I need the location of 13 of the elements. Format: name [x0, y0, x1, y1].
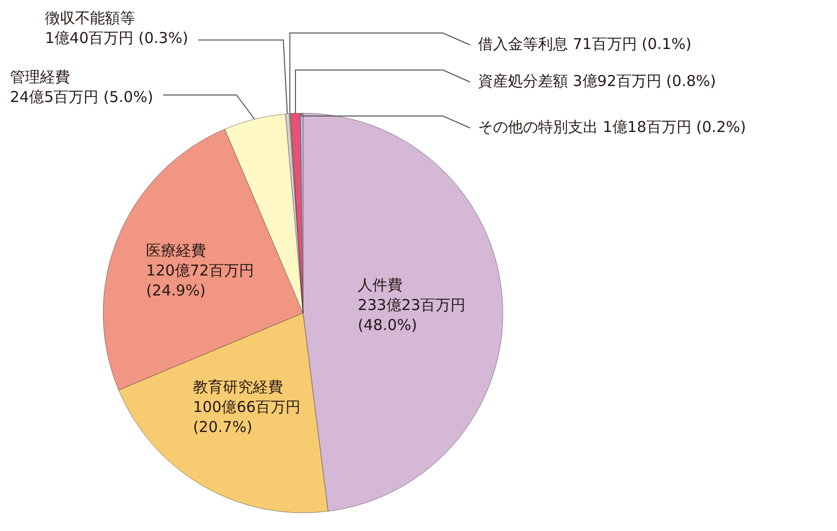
- slice-label: 管理経費: [10, 68, 70, 86]
- slice-label: 徴収不能額等: [45, 8, 135, 27]
- slice-label: 借入金等利息 71百万円 (0.1%): [478, 34, 692, 53]
- slice-label: 医療経費: [146, 241, 206, 260]
- data-label: 233億23百万円 (48.0%): [358, 296, 466, 334]
- data-label: 120億72百万円 (24.9%): [146, 261, 254, 300]
- slice-label: その他の特別支出 1億18百万円 (0.2%): [478, 118, 746, 136]
- slice-label: 人件費: [358, 276, 403, 294]
- data-label: 24億5百万円 (5.0%): [10, 88, 154, 106]
- slice-label: 資産処分差額 3億92百万円 (0.8%): [478, 72, 716, 90]
- slice-label: 教育研究経費: [192, 378, 283, 396]
- data-label: 100億66百万円 (20.7%): [192, 398, 301, 436]
- data-label: 1億40百万円 (0.3%): [45, 28, 188, 47]
